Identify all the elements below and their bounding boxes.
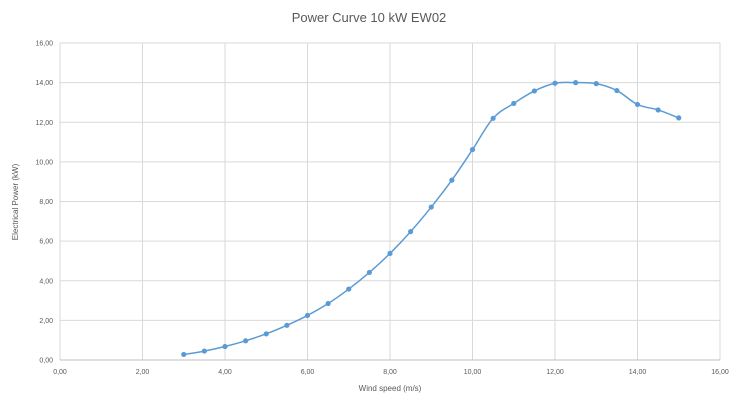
y-tick-label: 12,00 xyxy=(35,120,53,127)
chart-title: Power Curve 10 kW EW02 xyxy=(292,10,447,25)
gridlines xyxy=(59,42,721,360)
data-point xyxy=(449,177,455,183)
data-point xyxy=(408,229,414,235)
data-point xyxy=(614,87,620,94)
data-point xyxy=(676,115,682,121)
data-point xyxy=(263,331,269,337)
data-point xyxy=(469,146,476,153)
series-layer xyxy=(181,80,682,358)
y-axis-title: Electrical Power (kW) xyxy=(11,163,20,240)
data-point xyxy=(366,269,372,276)
data-point xyxy=(304,312,311,319)
y-tick-label: 4,00 xyxy=(39,278,53,285)
y-axis-tick-labels: 0,00 2,00 4,00 6,00 8,00 10,00 12,00 14,00 16,00 xyxy=(35,41,53,365)
y-tick-label: 6,00 xyxy=(39,239,53,246)
x-tick-label: 4,00 xyxy=(218,369,232,376)
x-tick-label: 14,00 xyxy=(629,369,647,376)
data-point xyxy=(552,80,558,86)
x-tick-label: 2,00 xyxy=(136,369,150,376)
x-axis-title: Wind speed (m/s) xyxy=(359,384,422,393)
data-point xyxy=(284,322,290,328)
data-point xyxy=(573,80,579,86)
data-point xyxy=(511,100,517,107)
data-point xyxy=(387,250,393,257)
data-point xyxy=(655,107,661,113)
x-tick-label: 0,00 xyxy=(53,369,67,376)
y-tick-label: 14,00 xyxy=(35,80,53,87)
data-point xyxy=(634,101,641,108)
y-tick-label: 2,00 xyxy=(39,318,53,325)
y-tick-label: 0,00 xyxy=(39,358,53,365)
data-point xyxy=(428,204,434,210)
data-point xyxy=(201,348,207,354)
x-axis-tick-labels: 0,00 2,00 4,00 6,00 8,00 10,00 12,00 14,00 16,00 xyxy=(53,369,729,376)
x-tick-label: 8,00 xyxy=(383,369,397,376)
x-tick-label: 6,00 xyxy=(301,369,315,376)
y-tick-label: 8,00 xyxy=(39,199,53,206)
data-point xyxy=(325,300,331,307)
data-point xyxy=(593,81,599,87)
x-tick-label: 12,00 xyxy=(546,369,564,376)
y-tick-label: 16,00 xyxy=(35,41,53,48)
data-point xyxy=(243,338,249,344)
data-point xyxy=(181,351,187,358)
y-tick-label: 10,00 xyxy=(35,159,53,166)
data-point xyxy=(490,115,496,121)
x-tick-label: 16,00 xyxy=(711,369,729,376)
data-point xyxy=(531,88,537,94)
x-tick-label: 10,00 xyxy=(464,369,482,376)
data-point xyxy=(222,343,228,350)
data-point xyxy=(346,286,352,292)
